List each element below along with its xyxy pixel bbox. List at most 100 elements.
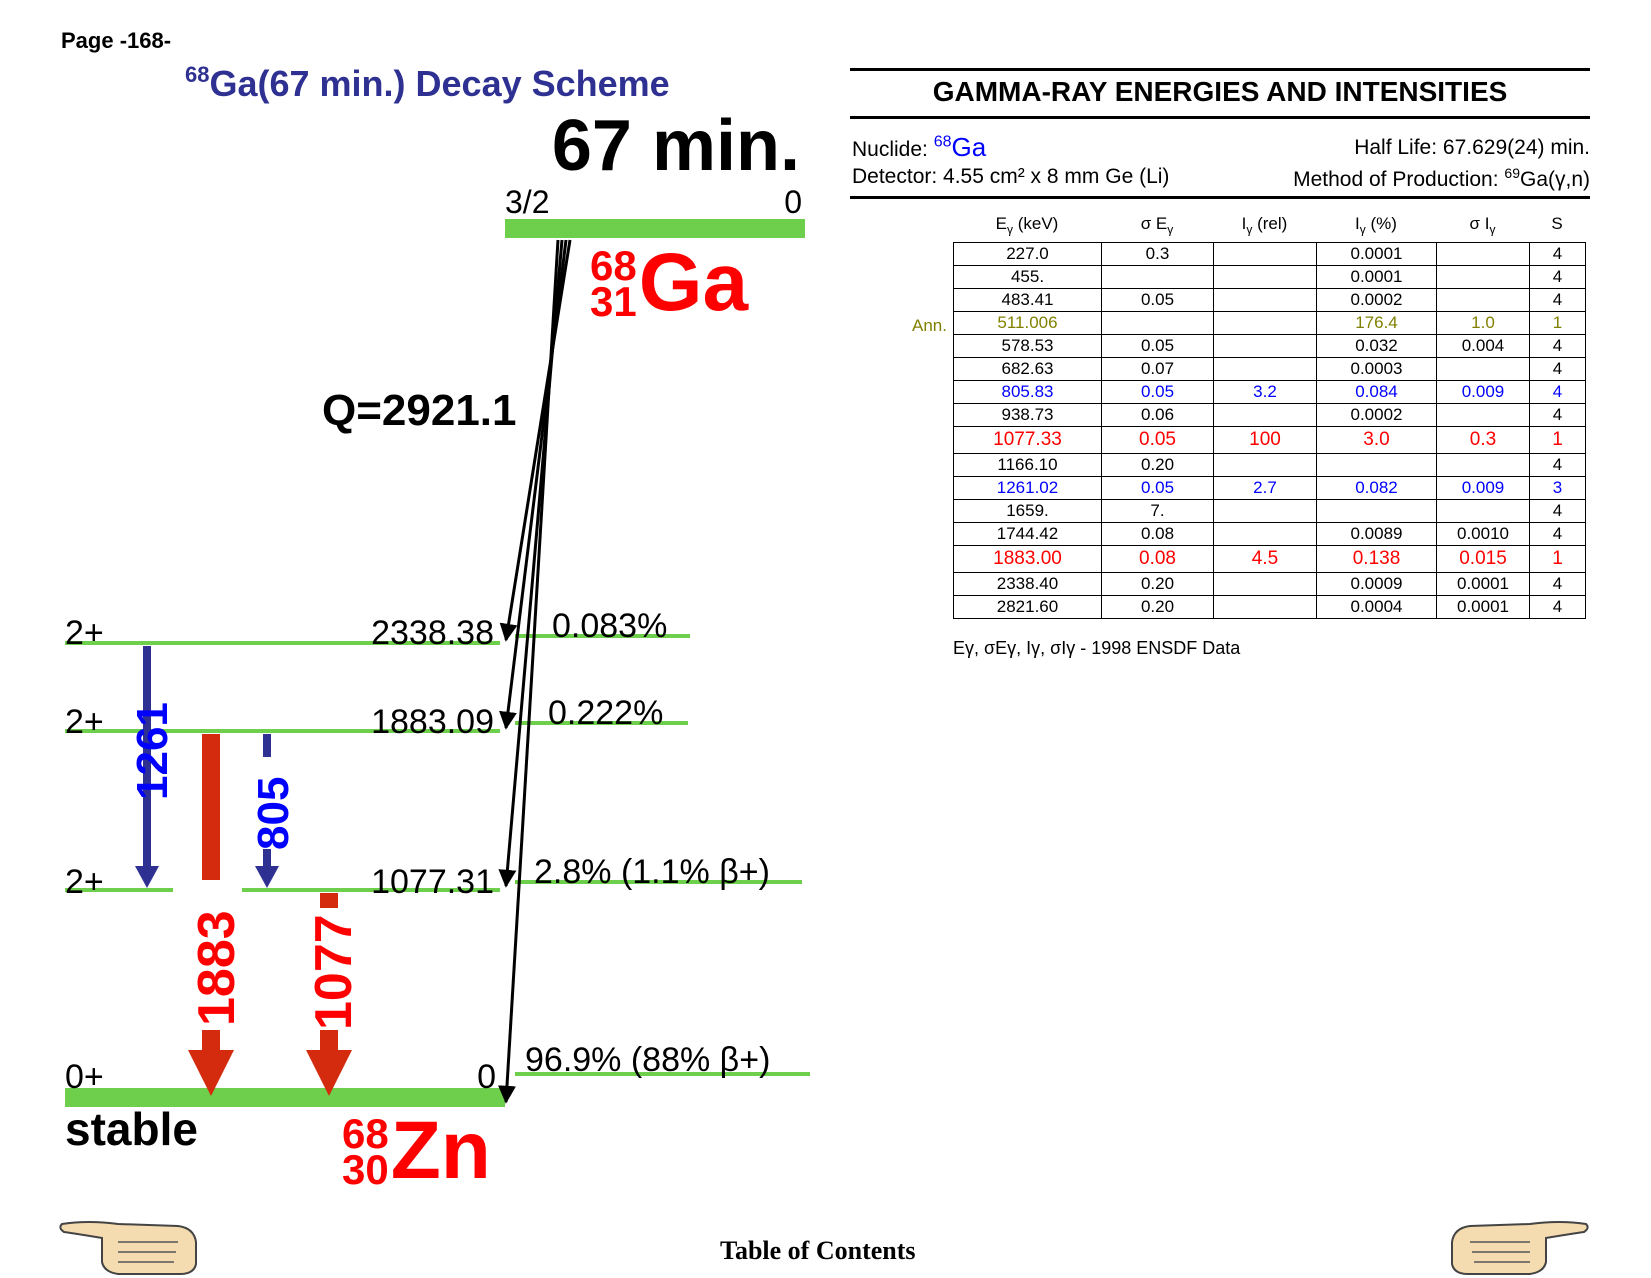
branch-1883: 0.222%	[548, 694, 663, 732]
table-cell-s: 4	[1529, 499, 1586, 523]
gamma-1261-shaft	[143, 646, 151, 868]
table-cell-ipct: 0.0004	[1316, 595, 1437, 619]
table-cell-e: 1077.33	[953, 426, 1102, 454]
table-cell-s: 3	[1529, 476, 1586, 500]
table-cell-si	[1436, 242, 1530, 266]
gamma-805-label: 805	[249, 777, 298, 850]
table-cell-irel	[1213, 311, 1317, 335]
table-cell-s: 1	[1529, 426, 1586, 454]
level-energy-2338: 2338.38	[371, 614, 494, 652]
table-row: 805.83 0.05 3.2 0.084 0.009 4	[953, 380, 1586, 404]
table-row: 227.0 0.3 0.0001 4	[953, 242, 1586, 266]
table-cell-s: 4	[1529, 380, 1586, 404]
table-cell-ipct: 0.0009	[1316, 572, 1437, 596]
branch-2338: 0.083%	[552, 607, 667, 645]
table-cell-se: 0.05	[1101, 476, 1214, 500]
table-cell-se: 0.06	[1101, 403, 1214, 427]
table-cell-se: 0.07	[1101, 357, 1214, 381]
table-cell-ipct: 0.0089	[1316, 522, 1437, 546]
table-cell-ipct: 176.4	[1316, 311, 1437, 335]
header-intensity-pct: Iγ (%)	[1355, 214, 1397, 237]
table-row: 1261.02 0.05 2.7 0.082 0.009 3	[953, 476, 1586, 500]
table-footnote: Eγ, σEγ, Iγ, σIγ - 1998 ENSDF Data	[953, 638, 1241, 658]
table-cell-se: 0.3	[1101, 242, 1214, 266]
top-rule	[850, 68, 1590, 71]
pointing-hand-left-icon[interactable]	[58, 1216, 198, 1278]
half-life-label: 67 min.	[552, 106, 800, 186]
table-row: 1883.00 0.08 4.5 0.138 0.015 1	[953, 545, 1586, 573]
table-row: 455. 0.0001 4	[953, 265, 1586, 289]
table-row: 1077.33 0.05 100 3.0 0.3 1	[953, 426, 1586, 454]
branch-ground: 96.9% (88% β+)	[525, 1041, 770, 1079]
table-row: 682.63 0.07 0.0003 4	[953, 357, 1586, 381]
table-cell-s: 4	[1529, 357, 1586, 381]
table-cell-s: 4	[1529, 265, 1586, 289]
table-cell-irel	[1213, 403, 1317, 427]
table-cell-ipct: 0.032	[1316, 334, 1437, 358]
table-cell-s: 4	[1529, 403, 1586, 427]
decay-arrow-2338	[499, 239, 572, 642]
table-cell-ipct: 0.084	[1316, 380, 1437, 404]
table-cell-s: 1	[1529, 311, 1586, 335]
table-cell-irel	[1213, 357, 1317, 381]
table-row: 578.53 0.05 0.032 0.004 4	[953, 334, 1586, 358]
table-cell-ipct	[1316, 453, 1437, 477]
stable-label: stable	[65, 1103, 198, 1155]
decay-scheme-title: 68Ga(67 min.) Decay Scheme	[185, 62, 670, 105]
footnote-vars: Eγ, σEγ, Iγ, σIγ	[953, 638, 1076, 658]
table-cell-ipct: 0.0002	[1316, 403, 1437, 427]
header-intensity-rel: Iγ (rel)	[1241, 214, 1288, 237]
table-cell-se: 0.05	[1101, 334, 1214, 358]
header-sigma-energy: σ Eγ	[1140, 214, 1174, 237]
half-life-info: Half Life: 67.629(24) min.	[1354, 136, 1590, 159]
table-cell-se: 0.20	[1101, 453, 1214, 477]
table-cell-si: 0.0001	[1436, 572, 1530, 596]
production-label: Method of Production:	[1293, 168, 1505, 191]
table-cell-si	[1436, 357, 1530, 381]
table-cell-si: 0.009	[1436, 476, 1530, 500]
table-cell-s: 4	[1529, 595, 1586, 619]
nuclide-element: Ga	[951, 132, 987, 162]
header-energy: Eγ (keV)	[995, 214, 1059, 237]
table-cell-ipct: 0.138	[1316, 545, 1437, 573]
table-cell-irel: 3.2	[1213, 380, 1317, 404]
title-mass-number: 68	[185, 62, 210, 87]
table-cell-si	[1436, 403, 1530, 427]
table-cell-e: 1659.	[953, 499, 1102, 523]
table-cell-s: 4	[1529, 572, 1586, 596]
table-cell-si	[1436, 499, 1530, 523]
table-row: 1744.42 0.08 0.0089 0.0010 4	[953, 522, 1586, 546]
parent-element: Ga	[638, 237, 749, 328]
daughter-nuclide-symbol: 68 30Zn	[342, 1110, 491, 1192]
table-cell-se: 0.08	[1101, 522, 1214, 546]
parent-spin: 3/2	[505, 184, 549, 220]
table-cell-e: 1744.42	[953, 522, 1102, 546]
gamma-table-title: GAMMA-RAY ENERGIES AND INTENSITIES	[932, 76, 1508, 107]
table-cell-s: 4	[1529, 288, 1586, 312]
table-cell-s: 4	[1529, 522, 1586, 546]
table-cell-e: 2821.60	[953, 595, 1102, 619]
level-energy-1077: 1077.31	[371, 863, 494, 901]
gamma-805-head	[255, 866, 279, 888]
footnote-source: 1998 ENSDF Data	[1091, 638, 1241, 658]
table-row: 511.006 176.4 1.0 1	[953, 311, 1586, 335]
table-cell-irel	[1213, 595, 1317, 619]
gamma-1077-label: 1077	[305, 914, 363, 1030]
table-cell-irel	[1213, 572, 1317, 596]
nuclide-info: Nuclide: 68Ga	[852, 132, 986, 163]
table-cell-irel: 100	[1213, 426, 1317, 454]
table-row: 1166.10 0.20 4	[953, 453, 1586, 477]
table-cell-ipct: 3.0	[1316, 426, 1437, 454]
table-cell-e: 938.73	[953, 403, 1102, 427]
table-cell-ipct	[1316, 499, 1437, 523]
table-row: 938.73 0.06 0.0002 4	[953, 403, 1586, 427]
table-of-contents-link[interactable]: Table of Contents	[720, 1236, 916, 1265]
pointing-hand-right-icon[interactable]	[1450, 1216, 1590, 1278]
table-cell-irel	[1213, 453, 1317, 477]
table-row: 1659. 7. 4	[953, 499, 1586, 523]
table-cell-si: 1.0	[1436, 311, 1530, 335]
table-cell-se	[1101, 311, 1214, 335]
level-spin-ground: 0+	[65, 1058, 104, 1096]
table-cell-si: 0.3	[1436, 426, 1530, 454]
decay-arrow-ground	[497, 239, 560, 1104]
